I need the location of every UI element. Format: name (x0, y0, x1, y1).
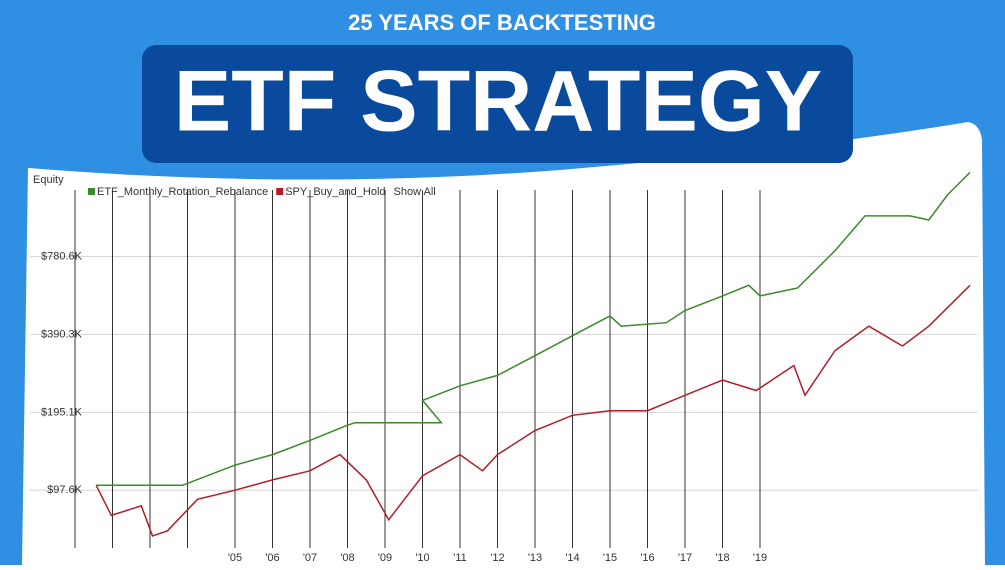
x-tick-label: '08 (340, 552, 354, 564)
paper (22, 122, 985, 565)
x-tick-label: '14 (565, 552, 579, 564)
title: ETF STRATEGY (174, 54, 822, 150)
line (96, 171, 971, 487)
legend-label: SPY_Buy_and_Hold (285, 186, 385, 198)
line (95, 284, 971, 537)
show-all[interactable]: Show All (394, 186, 436, 198)
x-tick-label: '05 (228, 552, 242, 564)
x-tick-label: '09 (378, 552, 392, 564)
legend-swatch (88, 188, 95, 195)
y-tick-label: $390.3K (41, 328, 83, 340)
x-tick-label: '16 (640, 552, 654, 564)
y-axis-label: Equity (33, 174, 64, 186)
x-tick-label: '15 (603, 552, 617, 564)
x-tick-label: '06 (265, 552, 279, 564)
y-tick-label: $195.1K (41, 406, 83, 418)
x-tick-label: '19 (753, 552, 767, 564)
x-tick-label: '11 (453, 552, 467, 564)
kicker: 25 YEARS OF BACKTESTING (348, 10, 656, 35)
x-tick-label: '12 (490, 552, 504, 564)
y-tick-label: $97.6K (47, 484, 83, 496)
legend-swatch (276, 188, 284, 195)
plot: $97.6K $195.1K $390.3K $780.6K '05 '06 '07 '08 '… (30, 171, 978, 564)
title-box (142, 45, 853, 163)
x-tick-label: '07 (303, 552, 317, 564)
x-tick-label: '10 (415, 552, 429, 564)
x-tick-label: '18 (715, 552, 729, 564)
legend-label: ETF_Monthly_Rotation_Rebalance (97, 186, 268, 198)
x-tick-label: '13 (528, 552, 542, 564)
y-tick-label: $780.6K (41, 250, 83, 262)
x-tick-label: '17 (678, 552, 692, 564)
